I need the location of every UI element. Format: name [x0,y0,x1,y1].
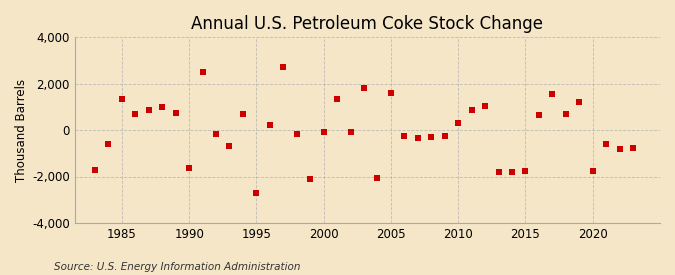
Text: Source: U.S. Energy Information Administration: Source: U.S. Energy Information Administ… [54,262,300,272]
Point [399,134,410,138]
Point [211,131,221,136]
Point [345,130,356,135]
Point [372,175,383,180]
Point [305,177,316,181]
Point [574,100,585,104]
Point [601,142,612,146]
Point [520,169,531,173]
Point [130,112,140,116]
Point [143,108,154,112]
Point [385,91,396,95]
Point [453,121,464,125]
Point [560,112,571,116]
Point [587,169,598,173]
Point [103,142,114,146]
Point [426,135,437,139]
Point [439,134,450,138]
Point [170,111,181,115]
Point [547,92,558,96]
Point [197,70,208,74]
Point [319,130,329,135]
Point [412,136,423,141]
Y-axis label: Thousand Barrels: Thousand Barrels [15,79,28,182]
Point [265,123,275,128]
Point [292,131,302,136]
Point [358,86,369,90]
Point [628,145,639,150]
Point [533,113,544,117]
Point [614,147,625,151]
Point [224,144,235,148]
Point [331,97,342,101]
Point [480,104,491,108]
Point [466,108,477,112]
Point [157,105,167,109]
Point [493,170,504,174]
Point [90,167,101,172]
Point [278,65,289,70]
Point [251,191,262,195]
Point [117,97,128,101]
Title: Annual U.S. Petroleum Coke Stock Change: Annual U.S. Petroleum Coke Stock Change [192,15,543,33]
Point [238,112,248,116]
Point [184,166,194,170]
Point [507,170,518,174]
